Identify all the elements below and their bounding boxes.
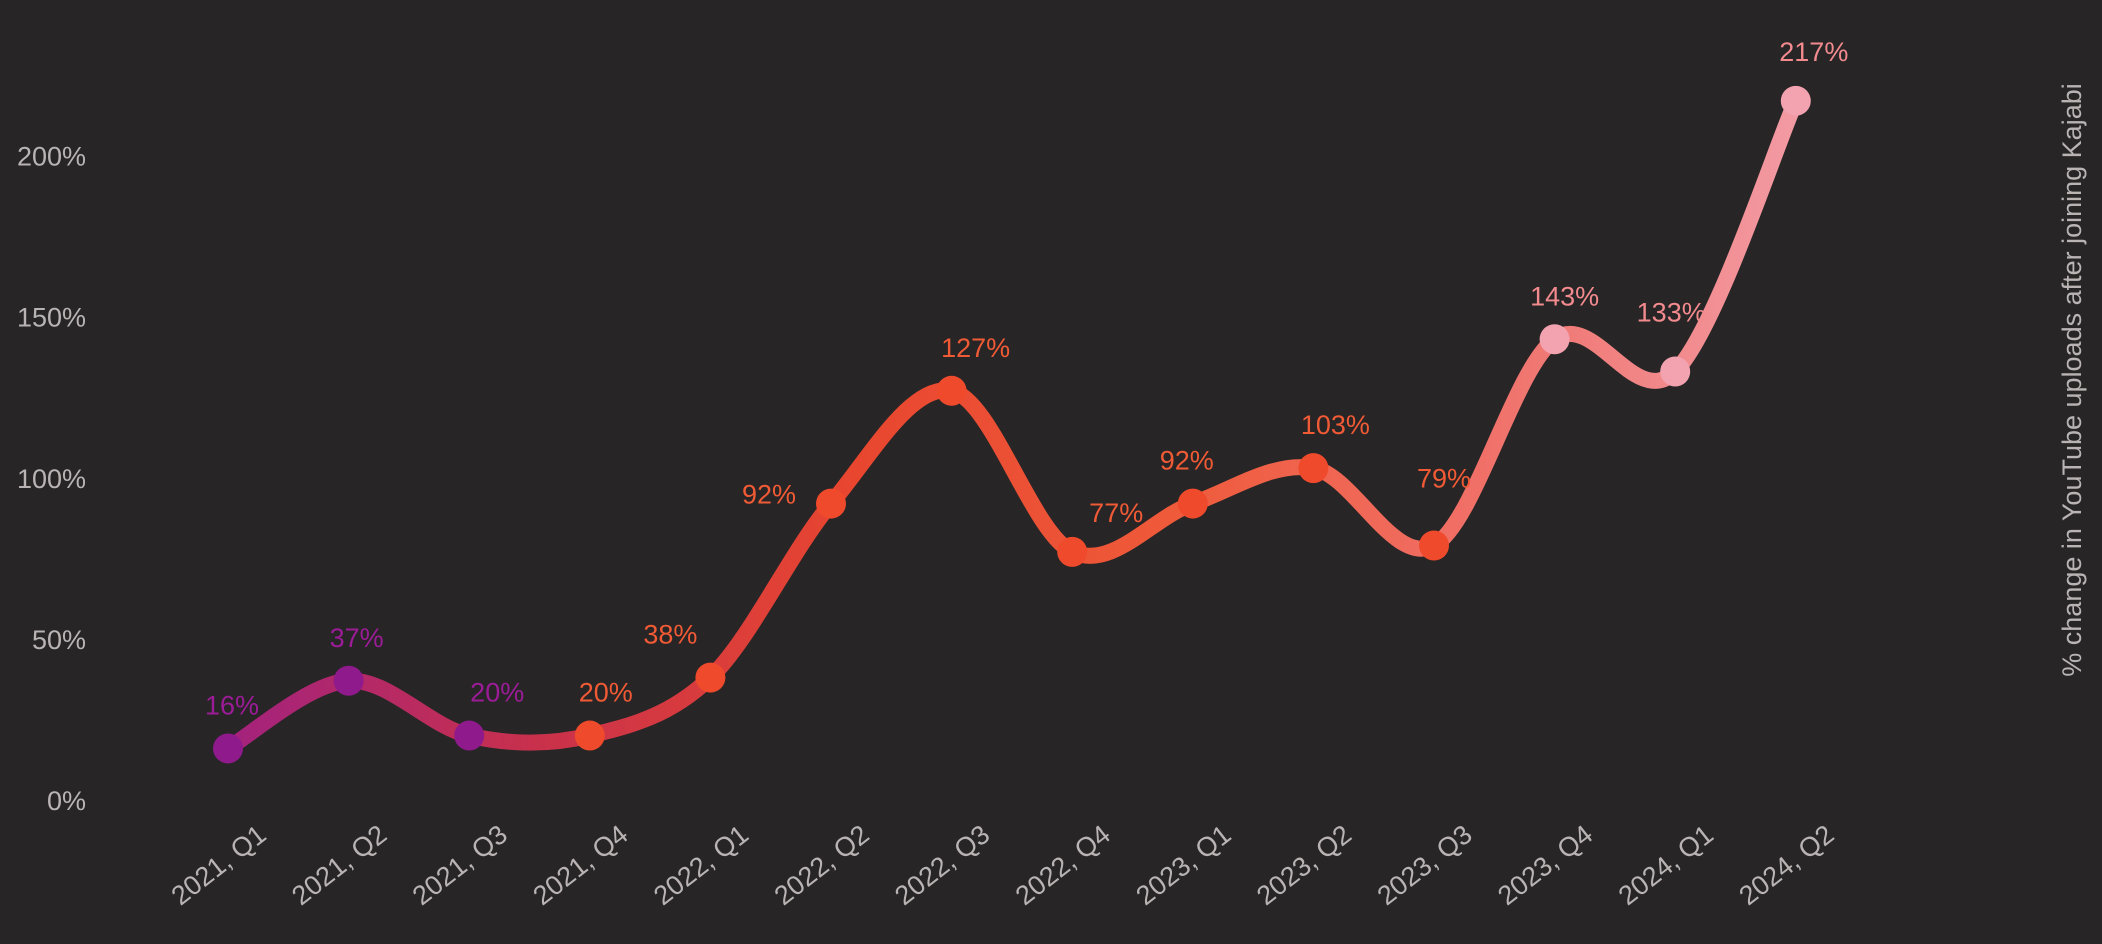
y-tick-label: 0% [47, 786, 86, 816]
data-point [1298, 453, 1329, 484]
data-point [816, 488, 846, 519]
data-label: 92% [1160, 446, 1214, 476]
data-point [1057, 536, 1088, 567]
data-label: 16% [205, 690, 259, 720]
y-tick-label: 50% [32, 625, 86, 655]
data-point [454, 720, 485, 751]
y-tick-label: 200% [17, 142, 86, 172]
data-label: 20% [579, 678, 633, 708]
data-point [574, 720, 605, 751]
data-point [1780, 85, 1811, 116]
data-label: 133% [1637, 297, 1706, 327]
data-label: 79% [1417, 463, 1471, 493]
data-point [1419, 530, 1449, 561]
y-axis-label: % change in YouTube uploads after joinin… [2057, 83, 2087, 676]
y-tick-label: 150% [17, 303, 86, 333]
data-label: 103% [1301, 410, 1370, 440]
x-tick-label: 2024, Q2 [1733, 819, 1839, 911]
data-label: 20% [470, 678, 524, 708]
data-point [213, 733, 243, 764]
data-label: 37% [330, 623, 384, 653]
data-label: 77% [1089, 498, 1143, 528]
x-tick-label: 2021, Q2 [286, 819, 392, 911]
data-point [695, 662, 726, 693]
series-line [220, 92, 1804, 757]
data-point [936, 375, 967, 406]
x-tick-label: 2022, Q2 [769, 819, 875, 911]
x-tick-label: 2022, Q1 [648, 819, 754, 911]
data-labels: 16% 37% 20% 20% 38% 92% 127% 77% 92% 103% 79% 143% 1… [205, 37, 1848, 721]
x-tick-label: 2021, Q4 [527, 819, 633, 911]
y-axis: 0% 50% 100% 150% 200% [17, 142, 86, 816]
x-tick-label: 2024, Q1 [1613, 819, 1719, 911]
x-tick-label: 2022, Q4 [1010, 819, 1116, 911]
x-tick-label: 2023, Q1 [1130, 819, 1236, 911]
data-point [1177, 488, 1208, 519]
data-label: 217% [1779, 37, 1848, 67]
data-point [1660, 356, 1691, 387]
x-tick-label: 2023, Q3 [1372, 819, 1478, 911]
data-label: 127% [941, 333, 1010, 363]
data-label: 92% [742, 480, 796, 510]
data-point [333, 665, 364, 696]
y-tick-label: 100% [17, 464, 86, 494]
data-point [1539, 324, 1570, 355]
x-tick-label: 2023, Q4 [1492, 819, 1598, 911]
x-tick-label: 2021, Q1 [166, 819, 272, 911]
x-tick-label: 2023, Q2 [1251, 819, 1357, 911]
x-tick-label: 2022, Q3 [889, 819, 995, 911]
data-label: 143% [1530, 281, 1599, 311]
x-tick-label: 2021, Q3 [407, 819, 513, 911]
x-axis: 2021, Q1 2021, Q2 2021, Q3 2021, Q4 2022, Q1… [166, 819, 1840, 911]
data-label: 38% [643, 620, 697, 650]
data-points [213, 85, 1811, 764]
